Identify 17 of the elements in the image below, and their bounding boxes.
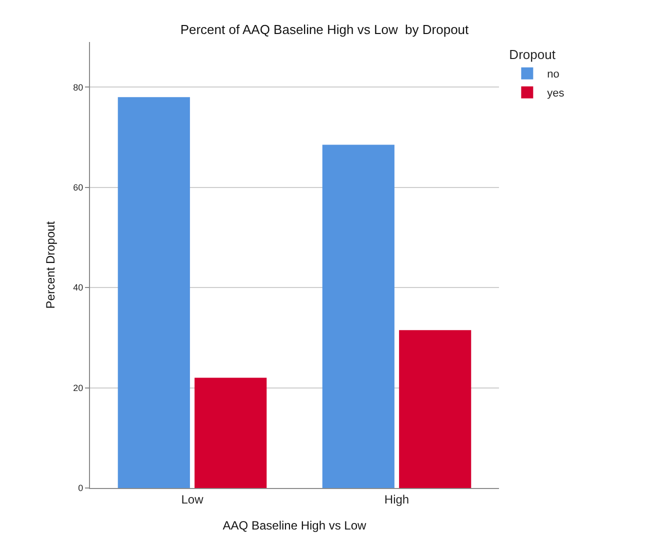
y-tick-label: 40 xyxy=(73,282,84,293)
y-tick-label: 80 xyxy=(73,82,84,92)
legend-label: yes xyxy=(547,88,565,100)
chart-title: Percent of AAQ Baseline High vs Low by Dropout xyxy=(180,22,470,37)
x-tick-label: Low xyxy=(181,492,204,506)
x-tick-label: High xyxy=(384,492,410,506)
bar xyxy=(194,378,267,488)
y-tick-label: 60 xyxy=(73,182,84,192)
bar xyxy=(118,97,190,488)
y-tick-label: 0 xyxy=(78,483,84,494)
y-tick-label: 20 xyxy=(73,382,84,393)
x-axis-title: AAQ Baseline High vs Low xyxy=(222,518,367,532)
bar xyxy=(322,144,394,488)
legend-label: no xyxy=(547,68,560,81)
legend-title: Dropout xyxy=(509,46,556,62)
y-axis-title: Percent Dropout xyxy=(43,220,58,309)
bar xyxy=(399,330,472,488)
